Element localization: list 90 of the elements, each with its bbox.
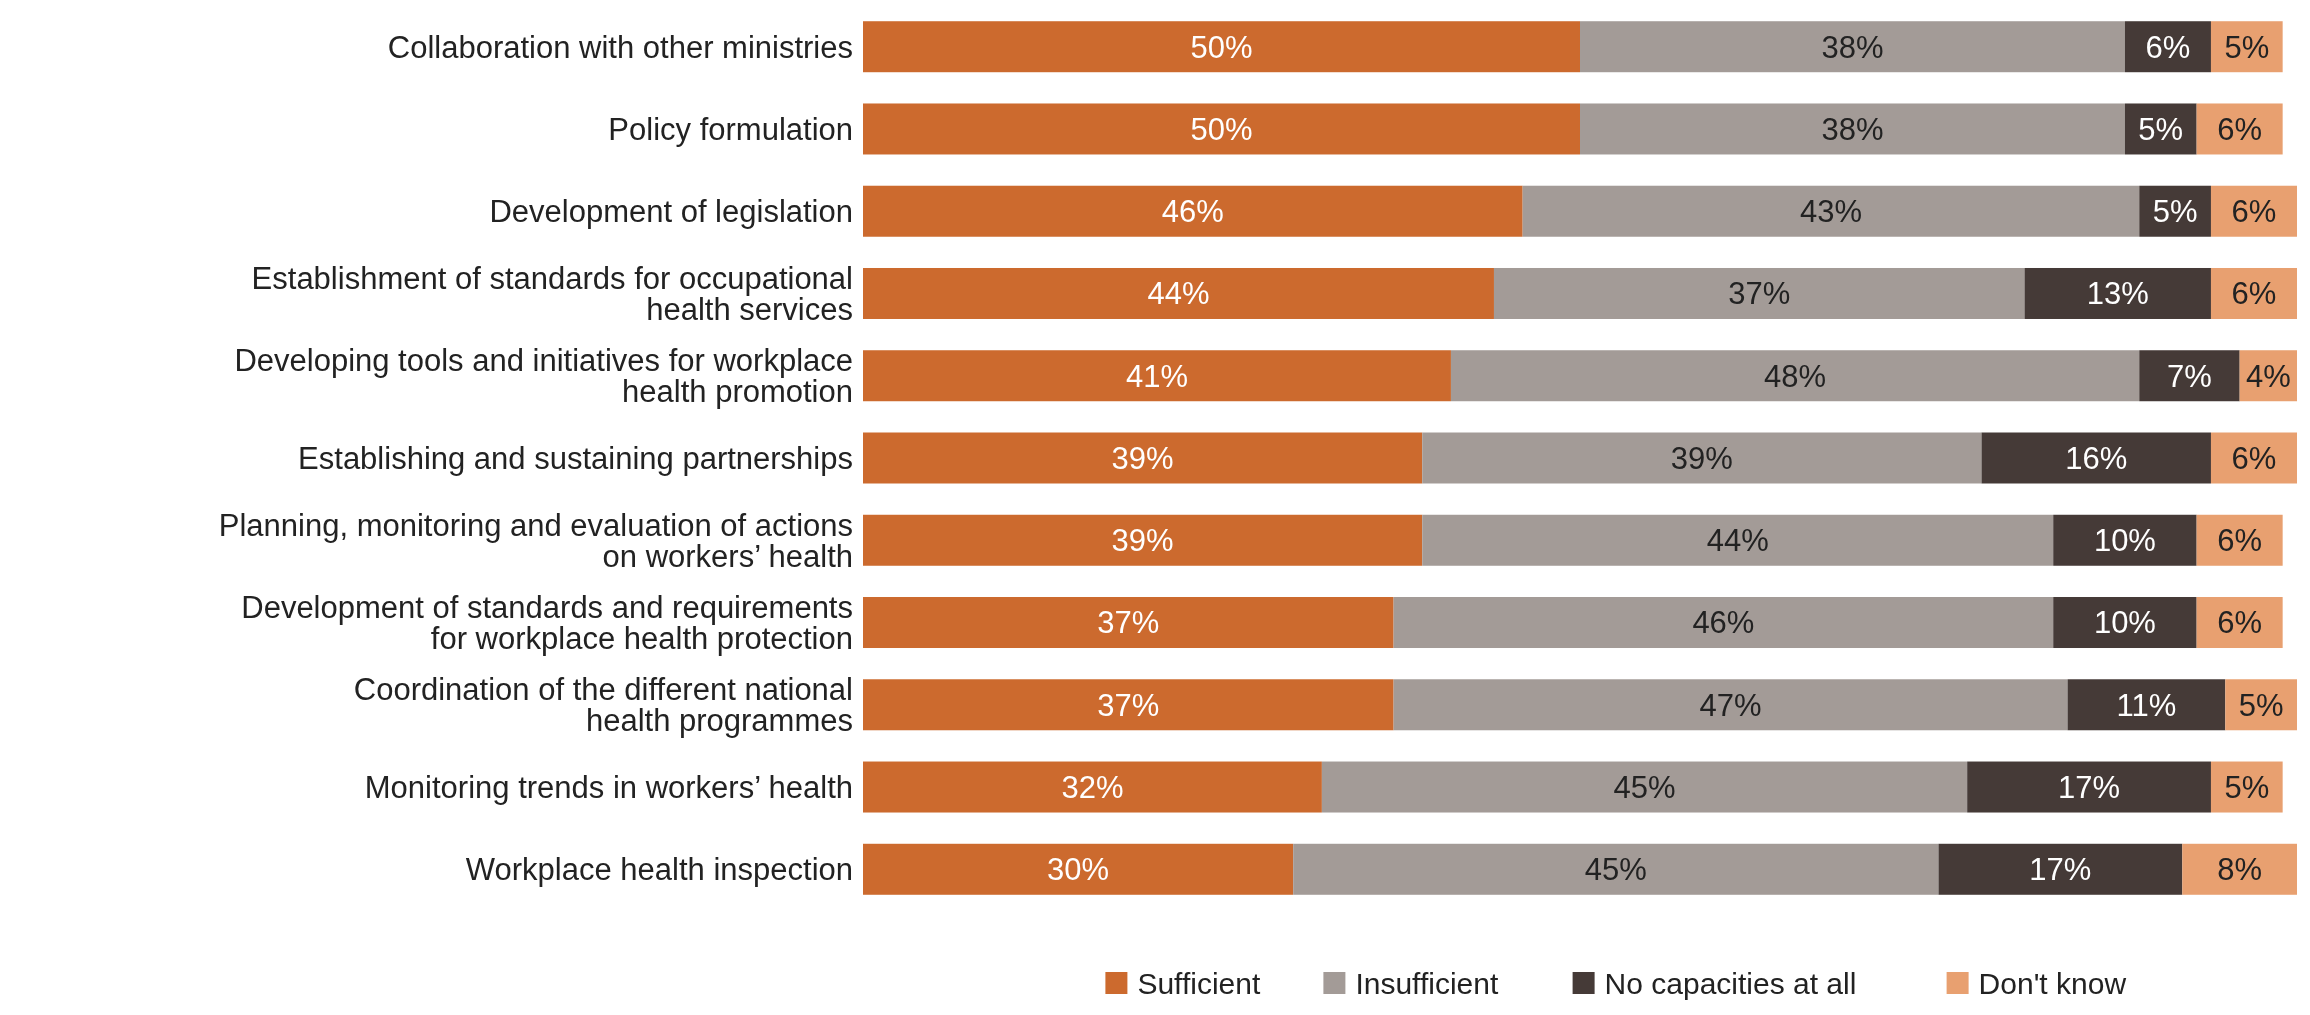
data-label: 5% [2138, 111, 2184, 147]
data-label: 17% [2058, 769, 2121, 805]
data-label: 38% [1821, 111, 1884, 147]
bar [863, 103, 1580, 155]
bar [1580, 21, 2125, 73]
bar [1422, 432, 1982, 484]
data-label: 6% [2217, 111, 2263, 147]
bar [863, 679, 1394, 731]
bar [2139, 350, 2240, 402]
bar [1321, 761, 1968, 813]
data-label: 5% [2224, 769, 2270, 805]
data-label: 6% [2217, 523, 2263, 559]
data-label: 44% [1147, 276, 1210, 312]
data-label: 43% [1799, 194, 1862, 230]
bar [1493, 267, 2025, 319]
data-label: 45% [1584, 852, 1647, 888]
y-tick-label: Development of standards and requirements for workplace health protection [241, 589, 853, 656]
bar [2053, 514, 2197, 566]
data-label: 10% [2093, 605, 2156, 641]
bar [1293, 843, 1939, 895]
bar [863, 21, 1580, 73]
bar [1981, 432, 2211, 484]
bar [1967, 761, 2211, 813]
data-label: 7% [2167, 358, 2212, 394]
bar [1938, 843, 2183, 895]
data-label: 5% [2238, 687, 2284, 723]
y-tick-label: Monitoring trends in workers’ health [364, 769, 853, 805]
data-label: 39% [1111, 523, 1174, 559]
data-label: 45% [1613, 769, 1676, 805]
y-tick-label: Workplace health inspection [465, 852, 853, 888]
bar [1393, 597, 2054, 649]
data-label: 46% [1161, 194, 1224, 230]
data-label: 13% [2086, 276, 2149, 312]
bar [1580, 103, 2125, 155]
bar [2024, 267, 2211, 319]
bar [2182, 843, 2297, 895]
bar [863, 514, 1423, 566]
y-tick-label: Coordination of the different national health programmes [353, 672, 853, 739]
data-label: 39% [1670, 440, 1733, 476]
data-label: 50% [1190, 29, 1253, 65]
bar [863, 267, 1494, 319]
data-label: 50% [1190, 111, 1253, 147]
data-label: 47% [1699, 687, 1762, 723]
data-label: 44% [1706, 523, 1769, 559]
data-label: 17% [2029, 852, 2092, 888]
y-tick-label: Collaboration with other ministries [387, 29, 853, 65]
data-label: 37% [1728, 276, 1791, 312]
y-tick-label: Establishing and sustaining partnerships [298, 440, 853, 476]
data-label: 16% [2065, 440, 2128, 476]
legend-label: No capacities at all [1604, 966, 1857, 1000]
data-label: 6% [2231, 440, 2277, 476]
data-label: 37% [1097, 687, 1160, 723]
y-tick-label: Establishment of standards for occupational health services [251, 260, 853, 327]
legend-label: Insufficient [1355, 966, 1499, 1000]
data-label: 32% [1061, 769, 1124, 805]
data-label: 30% [1047, 852, 1110, 888]
data-label: 5% [2152, 194, 2198, 230]
data-label: 38% [1821, 29, 1884, 65]
legend-label: Sufficient [1137, 966, 1261, 1000]
data-label: 8% [2217, 852, 2263, 888]
y-tick-label: Development of legislation [489, 194, 853, 230]
data-label: 41% [1125, 358, 1188, 394]
y-tick-label: Planning, monitoring and evaluation of actions on workers’ health [218, 507, 853, 574]
data-label: 4% [2245, 358, 2291, 394]
y-tick-label: Policy formulation [608, 111, 853, 147]
legend-label: Don't know [1978, 966, 2127, 1000]
bar [863, 350, 1451, 402]
bar [1522, 185, 2140, 237]
bar [1422, 514, 2054, 566]
data-label: 6% [2217, 605, 2263, 641]
data-label: 6% [2145, 29, 2191, 65]
data-label: 6% [2231, 194, 2277, 230]
bar [863, 432, 1423, 484]
data-label: 10% [2093, 523, 2156, 559]
bar [2053, 597, 2197, 649]
data-label: 5% [2224, 29, 2270, 65]
data-label: 46% [1692, 605, 1755, 641]
bar [863, 185, 1523, 237]
bar [2067, 679, 2226, 731]
data-label: 6% [2231, 276, 2277, 312]
data-label: 39% [1111, 440, 1174, 476]
bar [1450, 350, 2140, 402]
y-tick-label: Developing tools and initiatives for workplace health promotion [234, 343, 853, 410]
data-label: 37% [1097, 605, 1160, 641]
bar [863, 761, 1322, 813]
data-label: 11% [2116, 687, 2177, 723]
bar [1393, 679, 2068, 731]
bar [863, 597, 1394, 649]
bar [863, 843, 1294, 895]
data-label: 48% [1764, 358, 1827, 394]
